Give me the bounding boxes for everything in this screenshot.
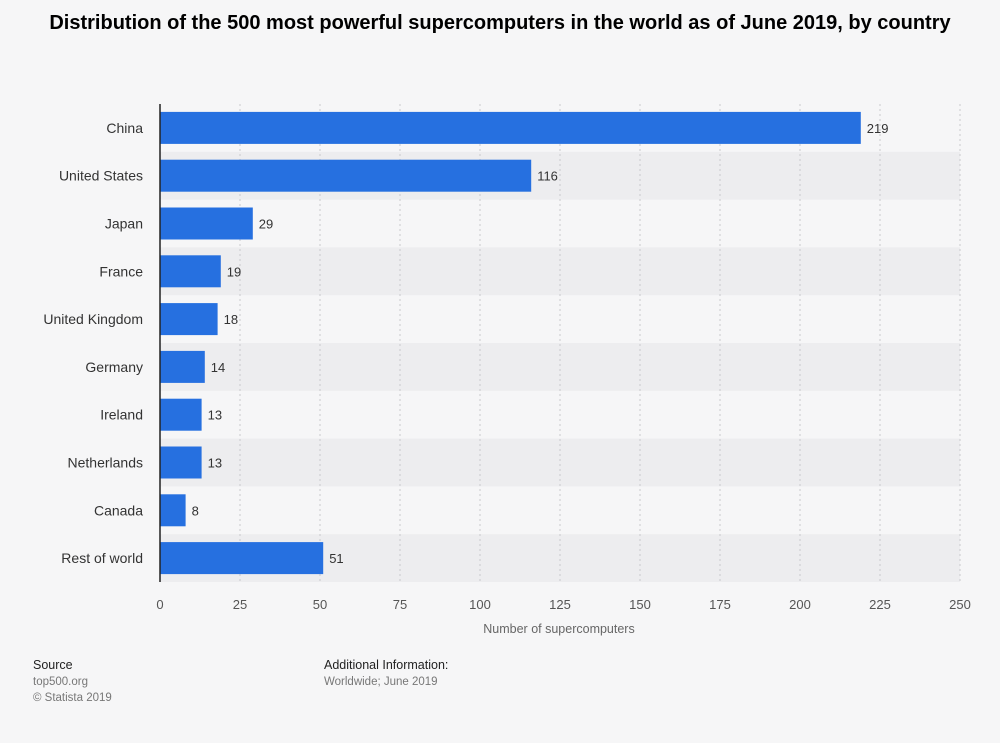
- bar: [160, 446, 202, 479]
- bar: [160, 542, 324, 575]
- data-label: 219: [867, 121, 889, 136]
- category-label: Japan: [105, 216, 143, 232]
- data-label: 116: [537, 169, 558, 184]
- bar: [160, 111, 861, 144]
- bar: [160, 159, 532, 192]
- row-bands: [160, 151, 960, 582]
- data-label: 14: [211, 360, 225, 375]
- x-tick-label: 250: [949, 597, 971, 612]
- data-label: 13: [208, 456, 222, 471]
- data-label: 8: [192, 503, 199, 518]
- bar: [160, 350, 205, 383]
- x-tick-label: 175: [709, 597, 731, 612]
- x-tick-label: 0: [156, 597, 163, 612]
- data-label: 13: [208, 408, 222, 423]
- category-label: China: [106, 120, 143, 136]
- bar: [160, 494, 186, 527]
- bar: [160, 207, 253, 240]
- x-tick-label: 125: [549, 597, 571, 612]
- source-block: Source top500.org © Statista 2019: [33, 657, 112, 706]
- category-label: United States: [59, 168, 143, 184]
- row-band: [160, 438, 960, 487]
- category-label: Netherlands: [68, 455, 144, 471]
- data-label: 18: [224, 312, 238, 327]
- category-label: Germany: [85, 359, 143, 375]
- category-label: France: [99, 263, 143, 279]
- x-tick-label: 225: [869, 597, 891, 612]
- additional-info-text: Worldwide; June 2019: [324, 676, 438, 688]
- category-label: Canada: [94, 502, 143, 518]
- category-label: Rest of world: [61, 550, 143, 566]
- source-heading: Source: [33, 658, 73, 672]
- x-tick-label: 75: [393, 597, 407, 612]
- x-tick-label: 25: [233, 597, 247, 612]
- chart-title: Distribution of the 500 most powerful su…: [49, 12, 951, 34]
- x-tick-label: 100: [469, 597, 491, 612]
- x-tick-label: 150: [629, 597, 651, 612]
- copyright-text: © Statista 2019: [33, 692, 112, 704]
- bar: [160, 303, 218, 336]
- category-label: United Kingdom: [43, 311, 143, 327]
- additional-info-block: Additional Information: Worldwide; June …: [324, 657, 448, 690]
- x-tick-label: 50: [313, 597, 327, 612]
- x-tick-label: 200: [789, 597, 811, 612]
- additional-info-heading: Additional Information:: [324, 658, 449, 672]
- labels: 0 25 50 75 100 125 150 175 200 225 250 China 219 Unit…: [43, 120, 970, 636]
- data-label: 29: [259, 217, 273, 232]
- x-axis-title: Number of supercomputers: [483, 622, 634, 636]
- bar: [160, 398, 202, 431]
- bar: [160, 255, 221, 288]
- bars: [160, 111, 861, 575]
- category-label: Ireland: [100, 407, 143, 423]
- source-name[interactable]: top500.org: [33, 676, 88, 688]
- data-label: 51: [329, 551, 343, 566]
- data-label: 19: [227, 264, 241, 279]
